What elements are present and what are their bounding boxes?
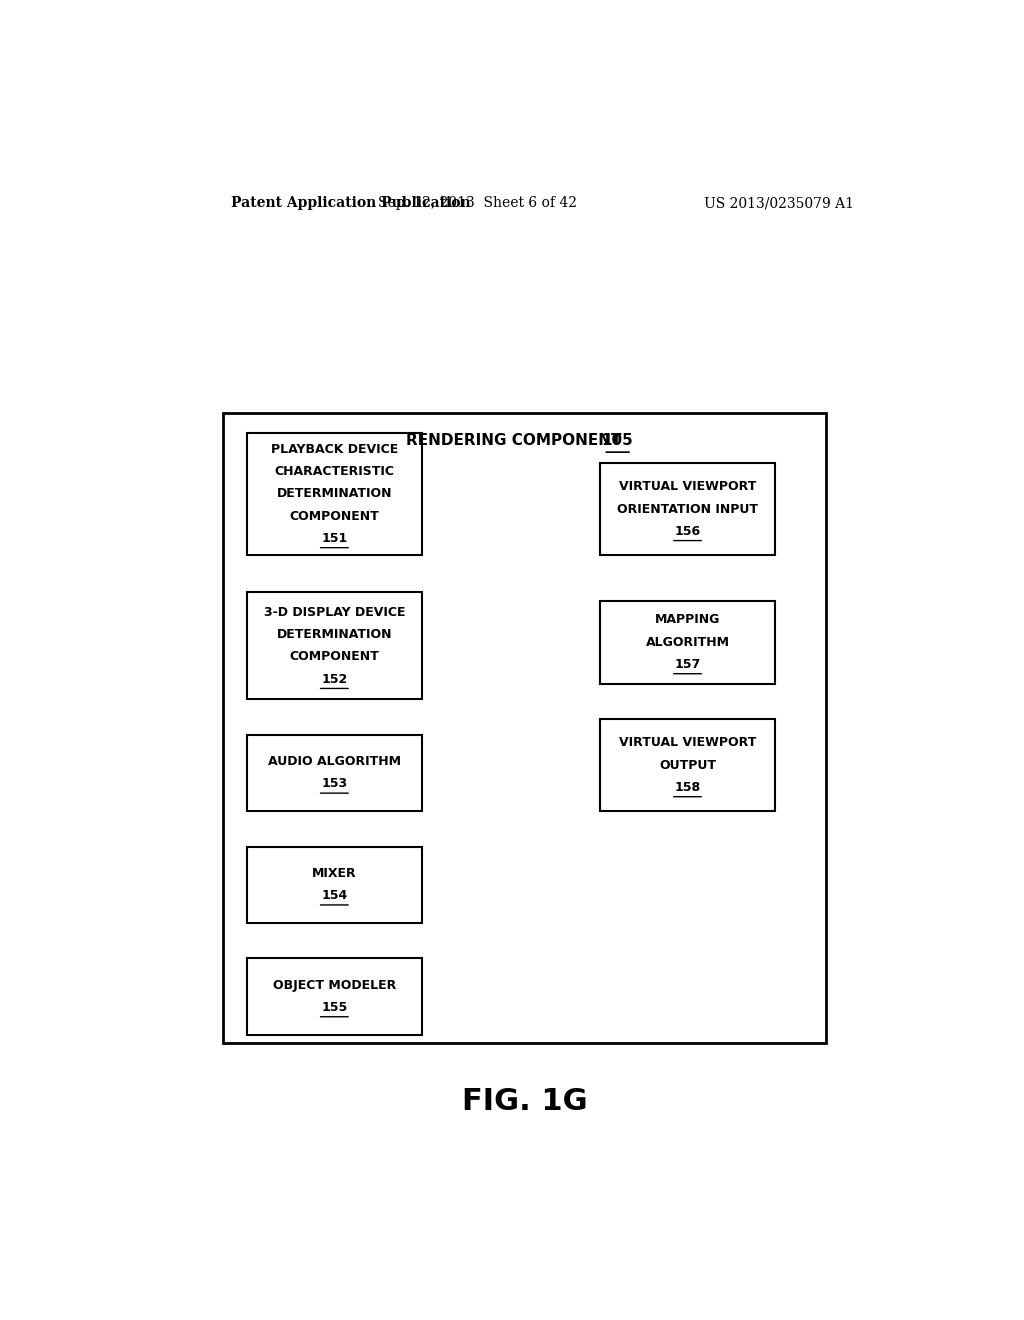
Text: OUTPUT: OUTPUT [659,759,716,772]
Text: 155: 155 [322,1001,347,1014]
Bar [247,593,422,700]
Text: RENDERING COMPONENT: RENDERING COMPONENT [407,433,628,449]
Bar [247,846,422,923]
Text: Sep. 12, 2013  Sheet 6 of 42: Sep. 12, 2013 Sheet 6 of 42 [378,197,577,210]
Text: DETERMINATION: DETERMINATION [276,628,392,642]
Text: Patent Application Publication: Patent Application Publication [231,197,471,210]
Text: 154: 154 [322,890,347,903]
Text: VIRTUAL VIEWPORT: VIRTUAL VIEWPORT [618,480,756,494]
Text: US 2013/0235079 A1: US 2013/0235079 A1 [703,197,854,210]
Bar [247,735,422,810]
Text: MIXER: MIXER [312,867,356,880]
Text: CHARACTERISTIC: CHARACTERISTIC [274,465,394,478]
Text: 158: 158 [675,781,700,795]
Text: DETERMINATION: DETERMINATION [276,487,392,500]
Text: ALGORITHM: ALGORITHM [645,636,729,648]
Bar [247,958,422,1035]
Text: MAPPING: MAPPING [654,614,720,627]
Text: OBJECT MODELER: OBJECT MODELER [272,978,396,991]
Bar [223,413,826,1043]
Text: 156: 156 [675,525,700,539]
Text: VIRTUAL VIEWPORT: VIRTUAL VIEWPORT [618,737,756,750]
Text: COMPONENT: COMPONENT [290,510,379,523]
Bar [600,463,775,554]
Text: 152: 152 [322,673,347,686]
Text: AUDIO ALGORITHM: AUDIO ALGORITHM [268,755,400,768]
Text: 153: 153 [322,777,347,791]
Bar [247,433,422,554]
Text: PLAYBACK DEVICE: PLAYBACK DEVICE [270,442,398,455]
Text: 3-D DISPLAY DEVICE: 3-D DISPLAY DEVICE [263,606,406,619]
Text: COMPONENT: COMPONENT [290,651,379,664]
Text: FIG. 1G: FIG. 1G [462,1088,588,1117]
Text: 151: 151 [322,532,347,545]
Text: ORIENTATION INPUT: ORIENTATION INPUT [617,503,758,516]
Bar [600,601,775,684]
Bar [600,719,775,810]
Text: 105: 105 [602,433,634,449]
Text: 157: 157 [675,659,700,671]
